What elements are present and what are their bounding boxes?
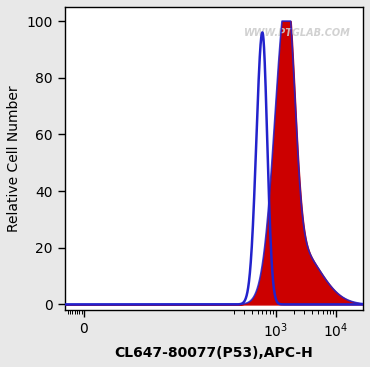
Text: WWW.PTGLAB.COM: WWW.PTGLAB.COM [244,28,351,38]
X-axis label: CL647-80077(P53),APC-H: CL647-80077(P53),APC-H [114,346,313,360]
Y-axis label: Relative Cell Number: Relative Cell Number [7,85,21,232]
